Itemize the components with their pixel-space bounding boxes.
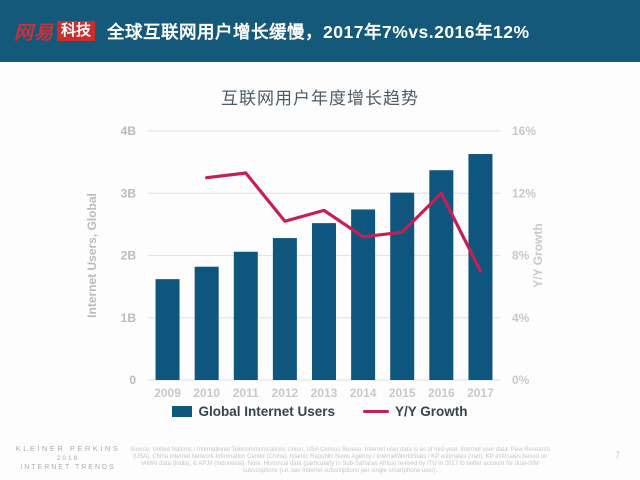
bar-2013 <box>312 223 336 380</box>
growth-chart: 0 0% 1B 4% 2B 8% 3B 12% 4B 16% 2009 2010 2011 2012 201… <box>85 124 545 400</box>
netease-logo-text: 网易 <box>14 22 55 44</box>
x-tick-label: 2012 <box>272 386 299 400</box>
x-tick-label: 2013 <box>311 386 338 400</box>
netease-tech-logo[interactable]: 网易 科技 <box>14 18 96 45</box>
bar-2015 <box>390 192 415 380</box>
x-tick-label: 2014 <box>350 386 377 400</box>
right-axis-title: Y/Y Growth <box>531 223 545 287</box>
y-left-tick-label: 1B <box>121 311 137 325</box>
x-tick-label: 2011 <box>233 386 259 400</box>
kleiner-perkins-watermark: KLEINER PERKINS 2018 INTERNET TRENDS <box>8 444 128 471</box>
legend-item-global-internet-users: Global Internet Users <box>172 404 335 419</box>
y-left-tick-label: 4B <box>121 124 137 138</box>
bar-2009 <box>155 279 180 380</box>
x-tick-label: 2009 <box>154 386 181 400</box>
y-right-tick-label: 12% <box>512 186 536 200</box>
watermark-line: INTERNET TRENDS <box>20 464 116 471</box>
watermark-line: 2018 <box>56 455 80 462</box>
legend-label: Global Internet Users <box>198 404 336 419</box>
chart-title: 互联网用户年度增长趋势 <box>221 89 419 108</box>
yy-growth-line <box>205 171 483 273</box>
header-bar: 网易 科技 全球互联网用户增长缓慢，2017年7%vs.2016年12% <box>0 0 640 62</box>
legend-label: Y/Y Growth <box>395 404 468 419</box>
y-right-tick-label: 4% <box>512 311 530 325</box>
left-axis-title: Internet Users, Global <box>85 193 99 318</box>
bar-2016 <box>429 170 454 380</box>
y-left-tick-label: 3B <box>121 186 137 200</box>
chart-legend: Global Internet Users Y/Y Growth <box>70 404 570 419</box>
bar-2010 <box>194 266 219 380</box>
bar-2017 <box>468 154 493 380</box>
legend-line-swatch <box>363 409 390 414</box>
bar-2011 <box>233 251 258 380</box>
source-note: Source: United Nations / International T… <box>130 447 550 474</box>
page-number: 7 <box>614 450 620 460</box>
y-left-tick-label: 0 <box>129 373 136 387</box>
x-tick-label: 2010 <box>193 386 220 400</box>
y-left-tick-label: 2B <box>121 249 137 263</box>
legend-bar-swatch <box>172 406 193 417</box>
watermark-line: KLEINER PERKINS <box>15 444 121 453</box>
netease-tech-badge: 科技 <box>57 21 96 41</box>
x-tick-label: 2016 <box>428 386 455 400</box>
legend-item-yy-growth: Y/Y Growth <box>363 404 468 419</box>
y-right-tick-label: 8% <box>512 249 530 263</box>
y-right-tick-label: 16% <box>512 124 536 138</box>
y-right-tick-label: 0% <box>512 373 530 387</box>
x-tick-label: 2017 <box>467 386 494 400</box>
page-title: 全球互联网用户增长缓慢，2017年7%vs.2016年12% <box>107 21 530 42</box>
x-tick-label: 2015 <box>389 386 416 400</box>
bar-2012 <box>272 238 297 380</box>
